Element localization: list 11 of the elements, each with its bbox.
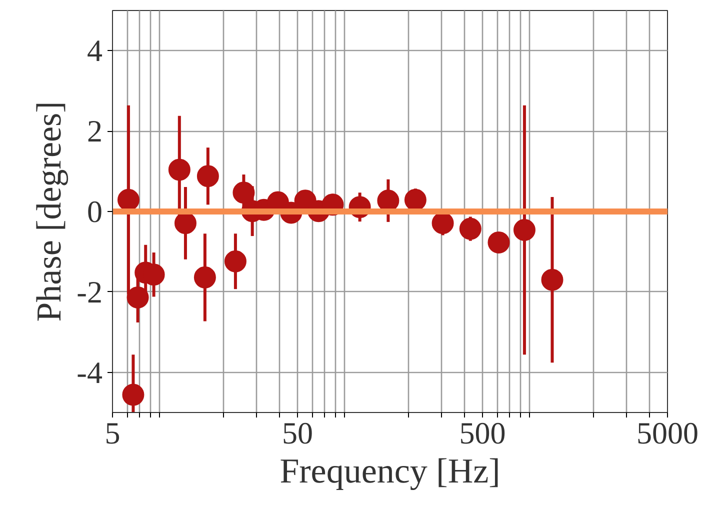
- x-axis-title: Frequency [Hz]: [280, 452, 500, 490]
- y-tick-label: 2: [87, 114, 102, 149]
- y-axis-title: Phase [degrees]: [30, 101, 69, 322]
- x-tick-label: 500: [459, 416, 506, 450]
- y-tick-label: 4: [87, 33, 103, 68]
- y-tick-label: -2: [76, 274, 103, 310]
- x-tick-label: 5: [104, 416, 120, 450]
- y-tick-label: -4: [76, 354, 103, 390]
- x-tick-label: 5000: [636, 416, 698, 450]
- y-tick-label: 0: [87, 194, 102, 229]
- x-tick-label: 50: [282, 416, 313, 450]
